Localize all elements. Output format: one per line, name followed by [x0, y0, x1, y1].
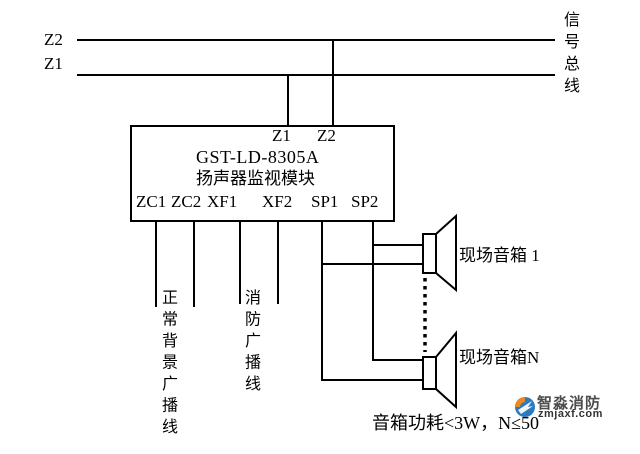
bus-label-z2: Z2 — [44, 30, 63, 49]
module-model: GST-LD-8305A — [196, 147, 320, 167]
normal-background-broadcast-label: 正常背景广播线 — [159, 289, 176, 440]
module-terminal-sp2: SP2 — [351, 192, 379, 211]
watermark-brand: 智淼消防 — [537, 395, 602, 412]
speaker-1-label: 现场音箱 1 — [459, 246, 540, 265]
module-terminal-z2: Z2 — [317, 126, 336, 145]
speaker-n-label: 现场音箱N — [459, 348, 540, 367]
bus-label-z1: Z1 — [44, 54, 63, 73]
module-terminal-xf1: XF1 — [207, 192, 238, 211]
module-box — [130, 125, 395, 222]
speaker-1-icon — [422, 213, 457, 293]
fire-broadcast-label: 消防广播线 — [242, 289, 259, 397]
signal-bus-label: 信号总线 — [561, 11, 578, 99]
speaker-n-icon — [422, 330, 457, 410]
module-title: 扬声器监视模块 — [196, 169, 315, 188]
speaker-power-note: 音箱功耗<3W，N≤50 — [372, 413, 540, 433]
module-terminal-xf2: XF2 — [262, 192, 293, 211]
module-terminal-zc2: ZC2 — [171, 192, 202, 211]
module-terminal-sp1: SP1 — [311, 192, 339, 211]
module-terminal-z1: Z1 — [272, 126, 291, 145]
watermark-logo-icon — [515, 397, 535, 417]
watermark-site: zmjaxf.com — [538, 408, 603, 420]
module-terminal-zc1: ZC1 — [136, 192, 167, 211]
